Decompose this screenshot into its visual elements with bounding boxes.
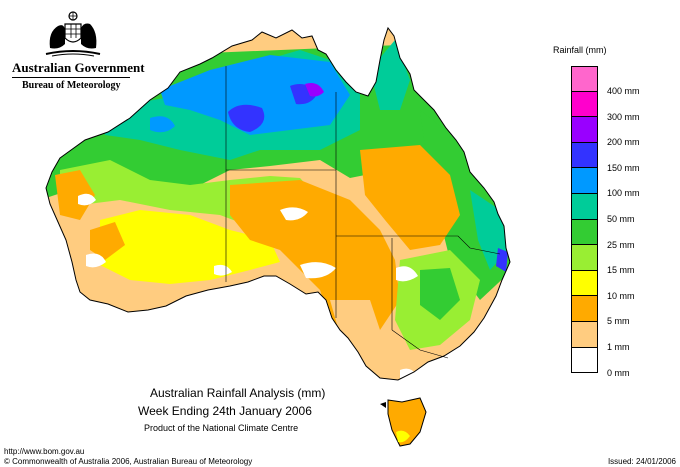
island (380, 402, 386, 408)
legend-swatch (571, 321, 598, 348)
rainfall-legend: 400 mm 300 mm 200 mm 150 mm 100 mm 50 mm 25 mm… (571, 66, 671, 378)
rain-zone-0mm (300, 262, 336, 279)
legend-swatch (571, 270, 598, 297)
legend-item: 200 mm (571, 117, 671, 147)
legend-label: 1 mm (607, 341, 630, 352)
map-subtitle: Week Ending 24th January 2006 (138, 404, 312, 418)
legend-swatch (571, 117, 598, 143)
legend-title: Rainfall (mm) (553, 45, 607, 55)
legend-swatch (571, 91, 598, 118)
legend-label: 50 mm (607, 213, 635, 224)
legend-label: 400 mm (607, 86, 640, 96)
legend-label: 25 mm (607, 239, 635, 250)
rain-zone-200mm (305, 83, 324, 97)
website-link[interactable]: http://www.bom.gov.au (4, 447, 85, 456)
rain-zone-150mm (228, 104, 265, 132)
rain-zone-0mm (214, 264, 232, 276)
rain-zone-0mm (280, 207, 308, 221)
legend-label: 150 mm (607, 162, 640, 173)
legend-label: 300 mm (607, 111, 640, 122)
legend-label: 5 mm (607, 316, 630, 327)
legend-item: 15 mm (571, 245, 671, 275)
bureau-name: Bureau of Meteorology (22, 80, 121, 91)
copyright-notice: © Commonwealth of Australia 2006, Austra… (4, 457, 253, 466)
legend-label: 0 mm (607, 367, 630, 378)
rain-zone-10mm (396, 430, 410, 443)
rain-zone-5mm (90, 222, 125, 260)
legend-swatch (571, 66, 598, 92)
legend-item: 5 mm (571, 296, 671, 326)
legend-swatch (571, 296, 598, 322)
map-title: Australian Rainfall Analysis (mm) (150, 386, 326, 400)
legend-label: 100 mm (607, 188, 640, 199)
rain-zone-5mm (55, 170, 95, 220)
legend-label: 200 mm (607, 137, 640, 148)
header-divider (12, 77, 130, 78)
legend-item: 100 mm (571, 168, 671, 198)
legend-swatch (571, 168, 598, 194)
legend-item: 1 mm (571, 321, 671, 352)
state-borders (225, 66, 501, 359)
legend-swatch (571, 193, 598, 220)
legend-item: 25 mm (571, 219, 671, 250)
legend-swatch (571, 245, 598, 271)
coat-of-arms-icon (45, 11, 101, 57)
rain-zone-100mm (160, 55, 350, 135)
rain-zone-0mm (86, 253, 106, 268)
legend-item: 0 mm (571, 347, 671, 378)
legend-item: 10 mm (571, 270, 671, 301)
product-credit: Product of the National Climate Centre (144, 423, 299, 433)
rain-zone-1mm (330, 300, 380, 350)
rain-zone-0mm (396, 266, 418, 282)
government-name: Australian Government (12, 60, 145, 75)
rain-zone-25mm (420, 268, 460, 320)
rain-zone-0mm (78, 193, 96, 206)
legend-item: 150 mm (571, 142, 671, 173)
legend-swatch (571, 347, 598, 374)
issued-date: Issued: 24/01/2006 (607, 457, 676, 466)
rain-zone-10mm (100, 210, 280, 284)
legend-swatch (571, 142, 598, 169)
rain-zone-5mm (360, 145, 460, 250)
rain-zone-100mm (150, 116, 175, 133)
legend-item: 300 mm (571, 91, 671, 122)
legend-item: 400 mm (571, 66, 671, 96)
legend-item: 50 mm (571, 193, 671, 224)
legend-swatch (571, 219, 598, 246)
legend-label: 10 mm (607, 290, 635, 301)
legend-label: 15 mm (607, 265, 635, 276)
